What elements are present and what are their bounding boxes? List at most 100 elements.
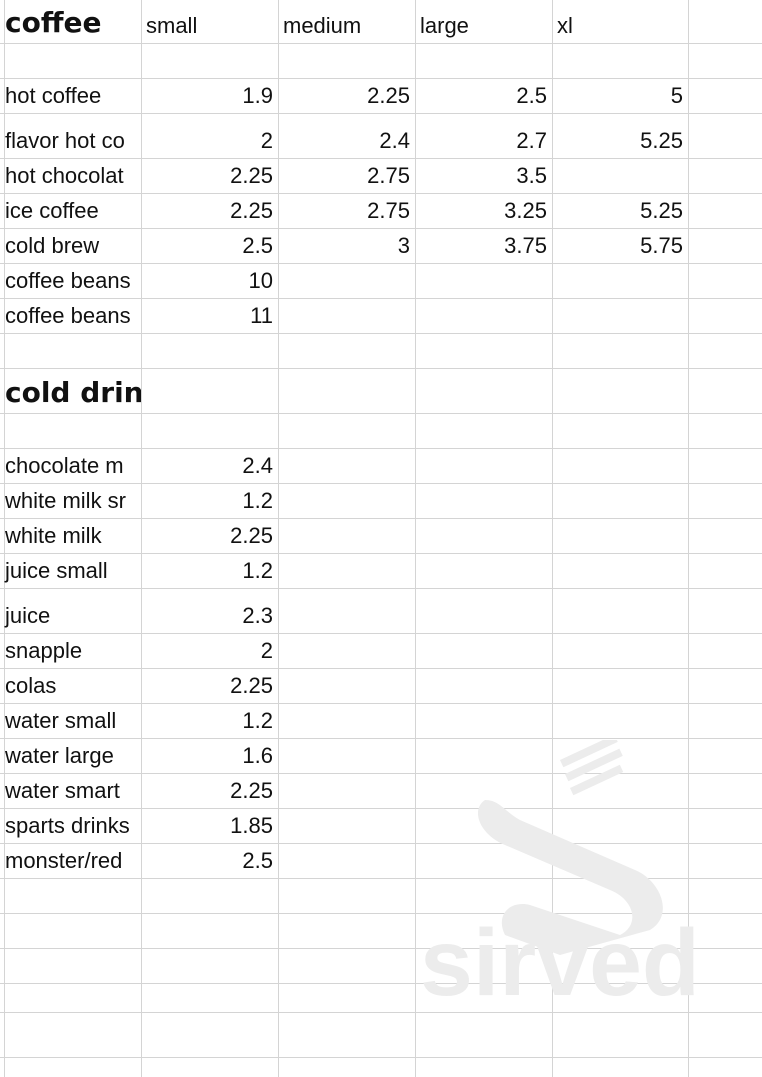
row-gridline [0,158,762,159]
row-gridline [0,738,762,739]
price-cell[interactable]: 5.25 [640,128,683,153]
item-name-cell[interactable]: flavor hot co [5,128,125,153]
price-cell[interactable]: 5.25 [640,198,683,223]
row-gridline [0,333,762,334]
price-cell[interactable]: 3.75 [504,233,547,258]
item-name-cell[interactable]: juice [5,603,51,628]
row-gridline [0,703,762,704]
column-header[interactable]: medium [283,13,362,38]
column-gridline [141,0,142,1077]
price-cell[interactable]: 2.4 [379,128,410,153]
price-cell[interactable]: 2.25 [230,673,273,698]
row-gridline [0,193,762,194]
item-name-cell[interactable]: monster/red [5,848,123,873]
row-gridline [0,448,762,449]
row-gridline [0,773,762,774]
price-cell[interactable]: 5.75 [640,233,683,258]
row-gridline [0,518,762,519]
price-cell[interactable]: 2.4 [242,453,273,478]
item-name-cell[interactable]: white milk sr [5,488,127,513]
item-name-cell[interactable]: white milk [5,523,102,548]
row-gridline [0,1012,762,1013]
price-cell[interactable]: 1.9 [242,83,273,108]
item-name-cell[interactable]: hot chocolat [5,163,124,188]
price-cell[interactable]: 1.2 [242,488,273,513]
price-cell[interactable] [278,299,415,333]
row-gridline [0,633,762,634]
row-gridline [0,808,762,809]
price-cell[interactable]: 2.25 [230,198,273,223]
price-cell[interactable]: 10 [248,268,273,293]
price-cell[interactable]: 2 [260,128,273,153]
row-gridline [0,983,762,984]
row-gridline [0,948,762,949]
row-gridline [0,1057,762,1058]
price-cell[interactable]: 2.5 [242,233,273,258]
row-gridline [0,483,762,484]
row-gridline [0,668,762,669]
column-gridline [415,0,416,1077]
row-gridline [0,228,762,229]
price-cell[interactable]: 2.75 [367,163,410,188]
price-cell[interactable]: 3.25 [504,198,547,223]
row-gridline [0,588,762,589]
row-gridline [0,43,762,44]
row-gridline [0,878,762,879]
price-cell[interactable]: 2 [260,638,273,663]
column-gridline [4,0,5,1077]
row-gridline [0,843,762,844]
price-cell[interactable] [278,264,415,298]
price-cell[interactable]: 2.3 [242,603,273,628]
price-cell[interactable]: 2.25 [230,163,273,188]
column-gridline [688,0,689,1077]
price-cell[interactable] [552,299,688,333]
price-cell[interactable]: 2.75 [367,198,410,223]
price-cell[interactable]: 2.25 [230,778,273,803]
row-gridline [0,368,762,369]
column-header[interactable]: small [146,13,198,38]
row-gridline [0,78,762,79]
row-gridline [0,553,762,554]
price-cell[interactable]: 1.6 [242,743,273,768]
price-cell[interactable]: 2.25 [367,83,410,108]
price-cell[interactable]: 2.25 [230,523,273,548]
item-name-cell[interactable]: coffee beans [5,303,131,328]
price-cell[interactable] [552,264,688,298]
item-name-cell[interactable]: hot coffee [5,83,102,108]
column-header[interactable]: large [420,13,469,38]
price-cell[interactable]: 1.2 [242,558,273,583]
item-name-cell[interactable]: snapple [5,638,83,663]
row-gridline [0,263,762,264]
price-cell[interactable] [552,159,688,193]
section-title-cold-drinks[interactable]: cold drinks [5,379,141,409]
price-cell[interactable] [415,299,552,333]
price-cell[interactable]: 1.2 [242,708,273,733]
price-cell[interactable]: 2.5 [242,848,273,873]
item-name-cell[interactable]: water small [5,708,117,733]
price-cell[interactable] [415,264,552,298]
item-name-cell[interactable]: sparts drinks [5,813,130,838]
item-name-cell[interactable]: coffee beans [5,268,131,293]
price-cell[interactable]: 2.7 [516,128,547,153]
item-name-cell[interactable]: cold brew [5,233,100,258]
row-gridline [0,413,762,414]
price-cell[interactable]: 3 [397,233,410,258]
price-cell[interactable]: 3.5 [516,163,547,188]
price-cell[interactable]: 5 [670,83,683,108]
column-gridline [278,0,279,1077]
row-gridline [0,113,762,114]
price-cell[interactable]: 1.85 [230,813,273,838]
item-name-cell[interactable]: water smart [5,778,120,803]
price-cell[interactable]: 11 [250,303,273,328]
item-name-cell[interactable]: juice small [5,558,108,583]
item-name-cell[interactable]: colas [5,673,57,698]
price-cell[interactable]: 2.5 [516,83,547,108]
column-header[interactable]: xl [557,13,573,38]
item-name-cell[interactable]: water large [5,743,114,768]
item-name-cell[interactable]: ice coffee [5,198,99,223]
item-name-cell[interactable]: chocolate m [5,453,124,478]
column-gridline [552,0,553,1077]
row-gridline [0,913,762,914]
section-title-coffee[interactable]: coffee [5,9,102,39]
